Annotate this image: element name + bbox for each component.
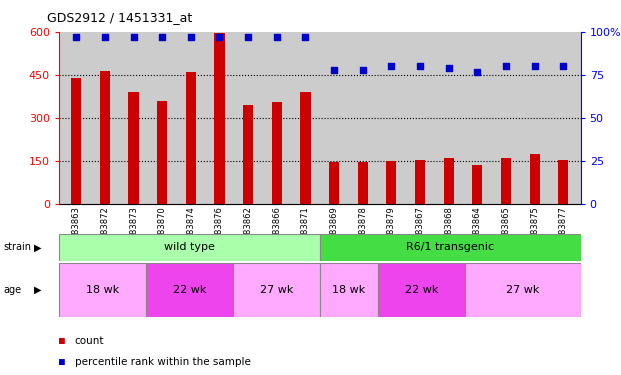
Point xyxy=(501,63,511,69)
Text: GDS2912 / 1451331_at: GDS2912 / 1451331_at xyxy=(47,11,192,24)
Bar xyxy=(465,262,581,317)
Point xyxy=(186,34,196,40)
Point xyxy=(444,65,454,71)
Bar xyxy=(415,160,425,204)
Bar xyxy=(320,262,378,317)
Point xyxy=(71,34,81,40)
Bar xyxy=(186,72,196,204)
Bar xyxy=(530,154,540,204)
Point xyxy=(358,67,368,73)
Bar xyxy=(501,158,511,204)
Bar xyxy=(233,262,320,317)
Bar xyxy=(272,102,282,204)
Text: ▶: ▶ xyxy=(34,285,42,295)
Bar xyxy=(329,162,339,204)
Bar xyxy=(301,92,310,204)
Text: age: age xyxy=(3,285,21,295)
Text: 27 wk: 27 wk xyxy=(260,285,293,295)
Text: 27 wk: 27 wk xyxy=(506,285,540,295)
Bar xyxy=(71,78,81,204)
Text: ■: ■ xyxy=(59,357,65,367)
Bar xyxy=(386,160,396,204)
Point xyxy=(329,67,339,73)
Point xyxy=(530,63,540,69)
Point xyxy=(558,63,568,69)
Bar xyxy=(59,234,320,261)
Point xyxy=(129,34,138,40)
Point xyxy=(415,63,425,69)
Bar xyxy=(157,101,167,204)
Bar xyxy=(100,70,110,204)
Point xyxy=(214,34,224,40)
Text: ▶: ▶ xyxy=(34,243,42,252)
Text: ■: ■ xyxy=(59,336,65,346)
Text: count: count xyxy=(75,336,104,346)
Text: 18 wk: 18 wk xyxy=(332,285,365,295)
Bar xyxy=(444,158,454,204)
Bar xyxy=(146,262,233,317)
Text: 22 wk: 22 wk xyxy=(404,285,438,295)
Text: 22 wk: 22 wk xyxy=(173,285,206,295)
Bar xyxy=(214,33,225,204)
Text: percentile rank within the sample: percentile rank within the sample xyxy=(75,357,250,367)
Bar xyxy=(473,165,483,204)
Point xyxy=(301,34,310,40)
Text: R6/1 transgenic: R6/1 transgenic xyxy=(406,243,494,252)
Bar xyxy=(243,105,253,204)
Text: wild type: wild type xyxy=(164,243,215,252)
Point xyxy=(473,69,483,75)
Bar xyxy=(320,234,581,261)
Bar xyxy=(558,160,568,204)
Bar xyxy=(129,92,138,204)
Point xyxy=(100,34,110,40)
Bar xyxy=(378,262,465,317)
Point xyxy=(157,34,167,40)
Point xyxy=(272,34,282,40)
Bar xyxy=(358,162,368,204)
Bar xyxy=(59,262,146,317)
Point xyxy=(243,34,253,40)
Text: 18 wk: 18 wk xyxy=(86,285,119,295)
Text: strain: strain xyxy=(3,243,31,252)
Point xyxy=(386,63,396,69)
